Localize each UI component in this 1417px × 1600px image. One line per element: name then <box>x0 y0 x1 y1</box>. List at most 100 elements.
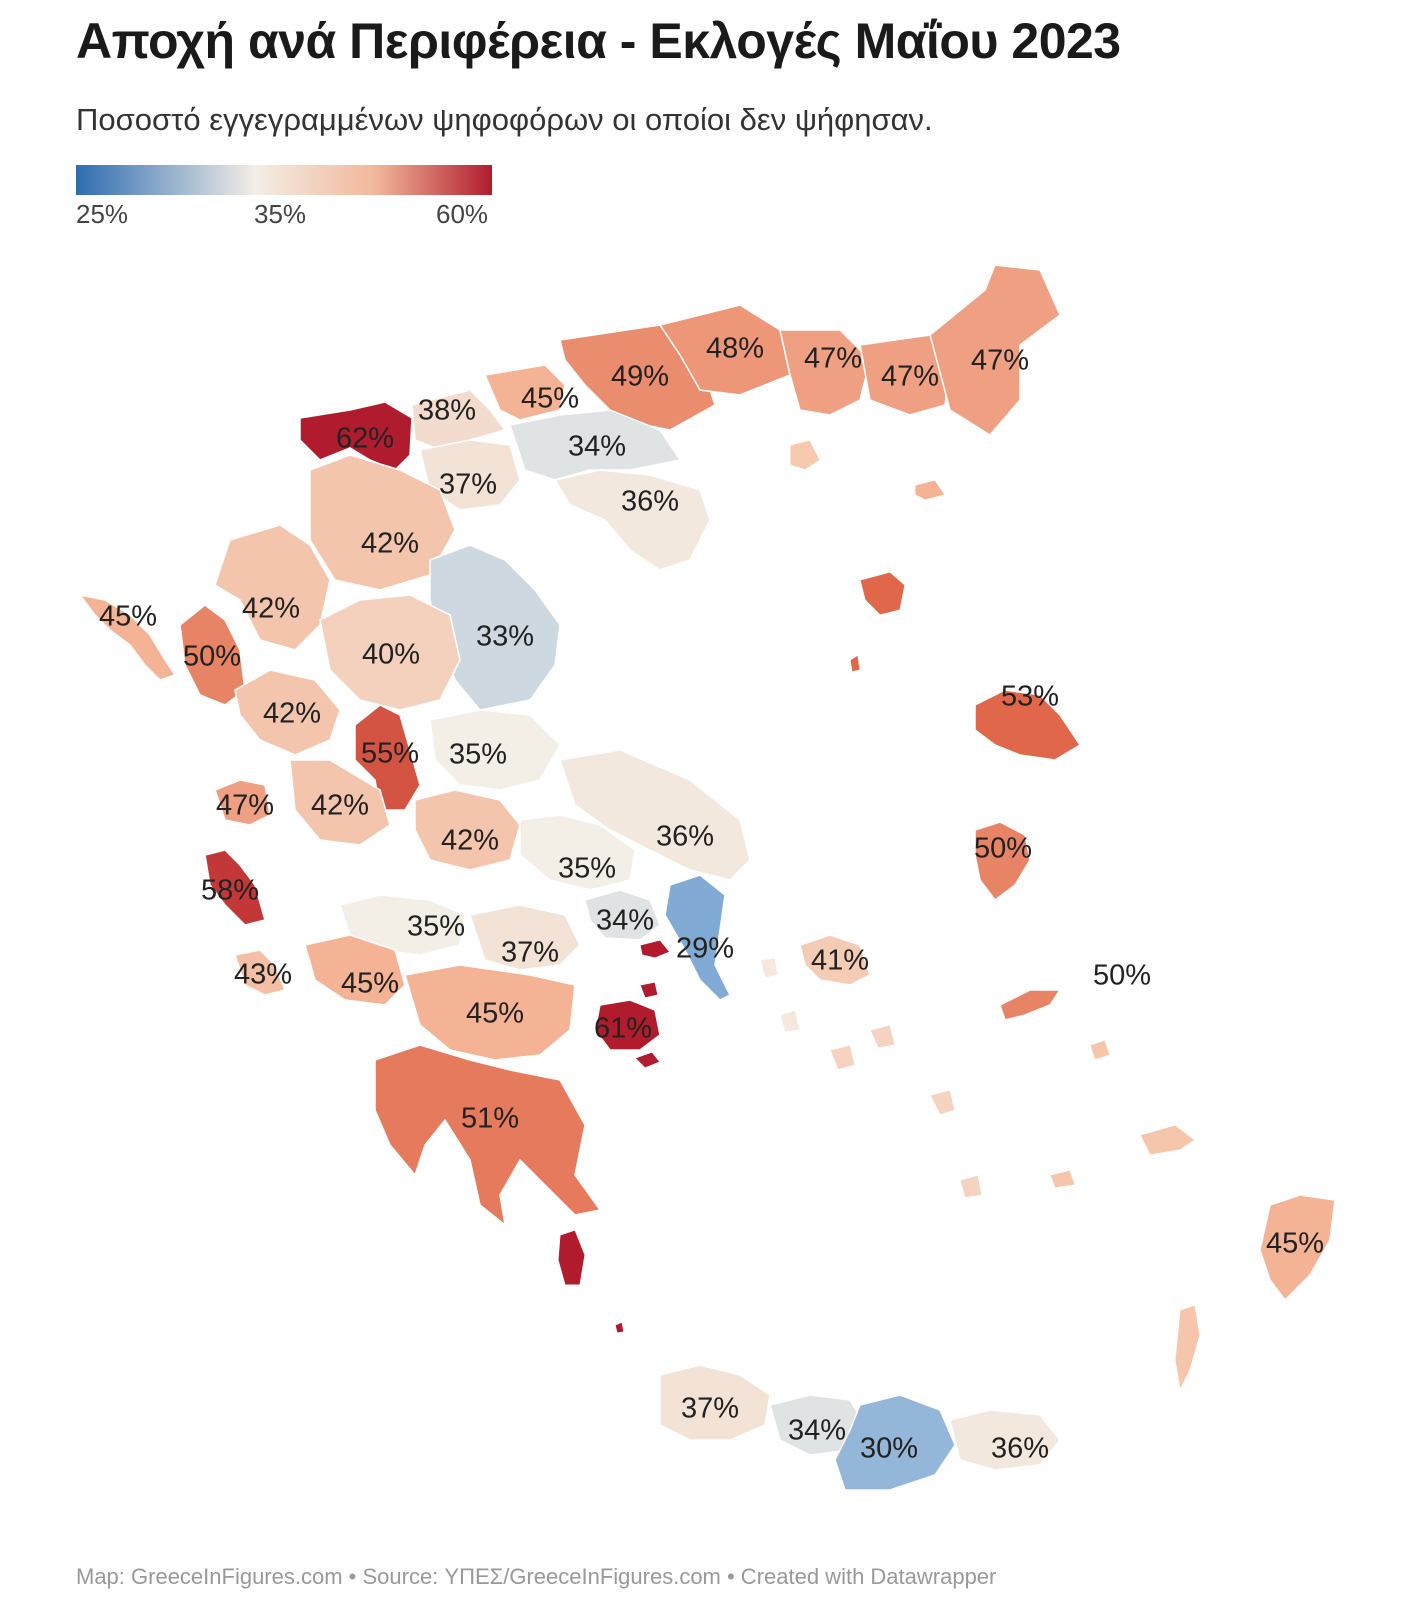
island-shape <box>759 957 779 979</box>
island-shape <box>614 1321 625 1334</box>
island-shape <box>789 439 821 471</box>
region-shape[interactable] <box>214 779 271 826</box>
island-shape <box>959 1174 983 1199</box>
island-shape <box>829 1044 856 1071</box>
map-footer-credits: Map: GreeceInFigures.com • Source: ΥΠΕΣ/… <box>76 1564 997 1589</box>
region-value-label: 38% <box>418 395 476 427</box>
region-shape[interactable] <box>999 989 1062 1021</box>
region-shape[interactable] <box>469 904 581 971</box>
region-shape[interactable] <box>799 934 871 986</box>
region-shape[interactable] <box>974 821 1031 902</box>
region-shape[interactable] <box>374 1044 602 1227</box>
island-shape <box>557 1229 586 1286</box>
region-value-label: 33% <box>476 621 534 653</box>
region-value-label: 53% <box>1001 681 1059 713</box>
region-shape[interactable] <box>974 689 1082 761</box>
region-value-label: 42% <box>263 698 321 730</box>
region-value-label: 45% <box>1266 1228 1324 1260</box>
region-shape[interactable] <box>509 409 682 481</box>
region-labels: 62% 38% 45% 49% 48% 47% 47% 47% 34% 37% 36% 42% 45% 4… <box>99 333 1324 1465</box>
region-shape[interactable] <box>483 364 566 421</box>
island-shape <box>1049 1169 1076 1189</box>
region-value-label: 47% <box>804 343 862 375</box>
island-shape <box>914 479 946 501</box>
region-shape[interactable] <box>204 849 266 926</box>
region-shape[interactable] <box>929 264 1061 436</box>
region-shape[interactable] <box>949 1409 1061 1471</box>
region-value-label: 34% <box>596 905 654 937</box>
island-shape <box>1139 1124 1196 1156</box>
region-value-label: 41% <box>811 945 869 977</box>
color-legend: 25% 35% 60% <box>76 165 492 229</box>
island-shape <box>634 1051 661 1069</box>
island-shape <box>1174 1304 1201 1392</box>
region-value-label: 42% <box>441 825 499 857</box>
region-value-label: 34% <box>568 431 626 463</box>
region-value-label: 47% <box>881 361 939 393</box>
region-value-label: 61% <box>594 1013 652 1045</box>
legend-gradient-bar <box>76 165 492 195</box>
region-value-label: 36% <box>991 1433 1049 1465</box>
region-value-label: 48% <box>706 333 764 365</box>
region-value-label: 42% <box>311 790 369 822</box>
region-shape[interactable] <box>289 759 391 846</box>
region-shape[interactable] <box>519 814 636 891</box>
legend-tick-max: 60% <box>436 199 489 229</box>
region-shape[interactable] <box>234 949 287 996</box>
region-shape[interactable] <box>559 749 751 881</box>
region-value-label: 55% <box>361 738 419 770</box>
island-shape <box>1089 1039 1111 1061</box>
legend-tick-min: 25% <box>76 199 129 229</box>
region-value-label: 50% <box>1093 960 1151 992</box>
island-shape <box>639 981 659 999</box>
region-shape[interactable] <box>553 469 711 571</box>
region-shape[interactable] <box>354 704 421 811</box>
region-value-label: 45% <box>99 601 157 633</box>
region-value-label: 37% <box>681 1393 739 1425</box>
island-shape <box>849 654 861 673</box>
region-value-label: 37% <box>439 469 497 501</box>
region-value-label: 42% <box>361 528 419 560</box>
region-shape[interactable] <box>319 594 461 711</box>
region-value-label: 58% <box>201 875 259 907</box>
region-shape[interactable] <box>834 1394 956 1491</box>
region-value-label: 37% <box>501 937 559 969</box>
region-shape[interactable] <box>404 964 576 1061</box>
region-shape[interactable] <box>78 593 177 681</box>
region-value-label: 35% <box>558 853 616 885</box>
region-value-label: 62% <box>336 423 394 455</box>
region-shape[interactable] <box>594 999 661 1051</box>
region-shape[interactable] <box>234 669 341 756</box>
region-value-label: 35% <box>449 739 507 771</box>
region-value-label: 36% <box>621 486 679 518</box>
region-value-label: 50% <box>974 833 1032 865</box>
island-shape <box>779 1009 801 1033</box>
region-shape[interactable] <box>411 389 507 451</box>
island-shape <box>859 571 906 616</box>
region-value-label: 43% <box>234 959 292 991</box>
region-shape[interactable] <box>1259 1194 1336 1302</box>
region-shape[interactable] <box>658 304 791 396</box>
region-value-label: 40% <box>362 639 420 671</box>
region-shape[interactable] <box>659 1364 771 1441</box>
region-shape[interactable] <box>304 934 406 1006</box>
region-value-label: 42% <box>242 593 300 625</box>
region-shape[interactable] <box>584 889 661 941</box>
region-value-label: 45% <box>341 968 399 1000</box>
region-value-label: 29% <box>676 933 734 965</box>
region-value-label: 35% <box>407 911 465 943</box>
region-value-label: 47% <box>971 345 1029 377</box>
island-shape <box>929 1089 956 1116</box>
region-value-label: 34% <box>788 1415 846 1447</box>
region-shape[interactable] <box>414 789 521 871</box>
map-subtitle: Ποσοστό εγγεγραμμένων ψηφοφόρων οι οποίο… <box>76 102 933 137</box>
region-shape[interactable] <box>779 329 871 416</box>
region-value-label: 45% <box>466 998 524 1030</box>
region-shape[interactable] <box>214 524 331 651</box>
region-shape[interactable] <box>664 874 732 1001</box>
region-value-label: 45% <box>521 383 579 415</box>
region-shape[interactable] <box>429 709 561 791</box>
region-shape[interactable] <box>309 454 456 591</box>
region-value-label: 36% <box>656 821 714 853</box>
